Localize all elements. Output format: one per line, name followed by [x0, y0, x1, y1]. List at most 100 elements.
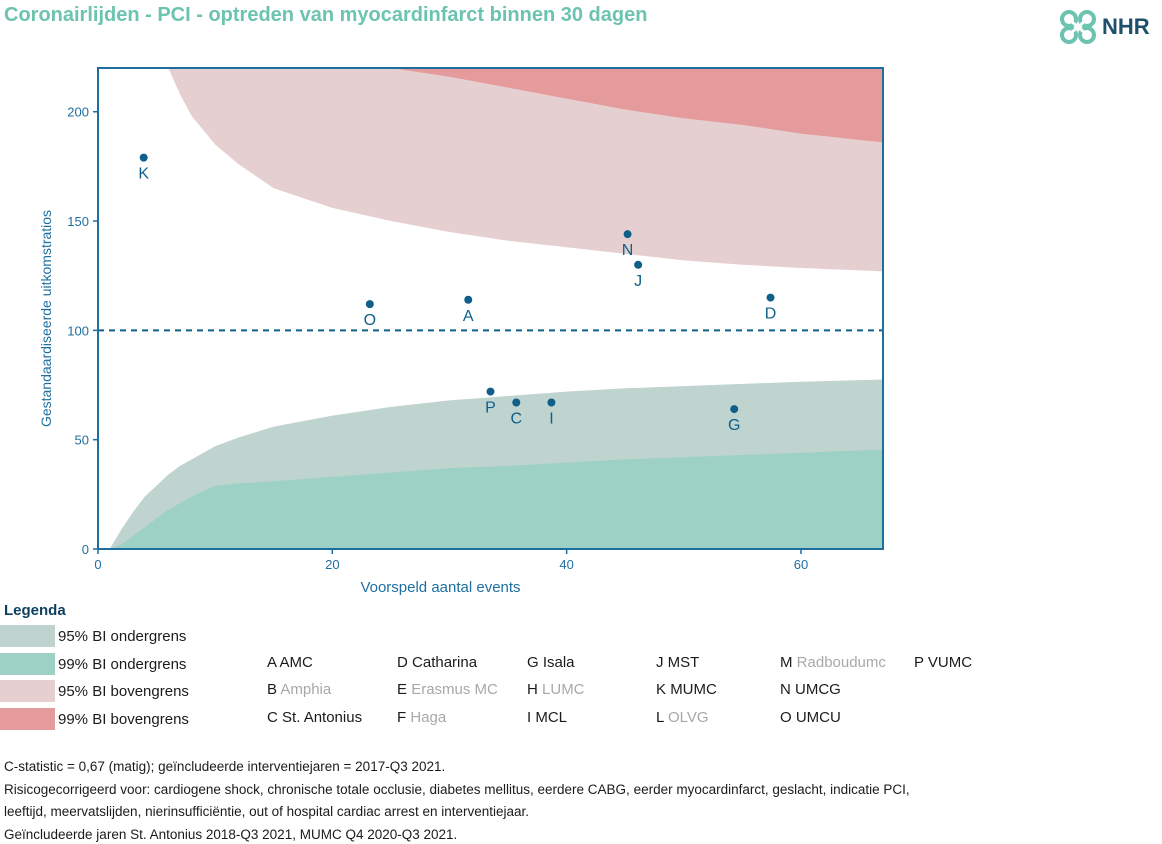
- point-g: [730, 405, 739, 414]
- hospital-code: O: [780, 709, 792, 726]
- footnote-cstatistic: C-statistic = 0,67 (matig); geïncludeerd…: [4, 759, 446, 774]
- y-tick-label: 50: [75, 433, 89, 448]
- hospital-code: D: [397, 654, 408, 671]
- hospital-key-n: N UMCG: [780, 681, 841, 698]
- point-d: [766, 293, 775, 302]
- plot-frame: [97, 67, 884, 550]
- point-c: [512, 398, 521, 407]
- hospital-name: Isala: [542, 654, 575, 671]
- hospital-name: MCL: [535, 709, 568, 726]
- legend-label: 95% BI ondergrens: [58, 627, 187, 645]
- hospital-key-b: B Amphia: [267, 681, 331, 698]
- footnote-risk-2: leeftijd, meervatslijden, nierinsufficië…: [4, 804, 530, 819]
- hospital-key-j: J MST: [656, 654, 699, 671]
- hospital-key-h: H LUMC: [527, 681, 585, 698]
- hospital-code: J: [656, 654, 664, 671]
- band-lower-99: [109, 449, 883, 549]
- hospital-key-e: E Erasmus MC: [397, 681, 498, 698]
- hospital-name: St. Antonius: [282, 709, 363, 726]
- y-tick-label: 100: [67, 323, 89, 338]
- hospital-code: B: [267, 681, 278, 698]
- hospital-code: P: [914, 654, 924, 671]
- point-label-a: A: [463, 308, 474, 325]
- point-label-i: I: [549, 411, 553, 428]
- hospital-key-m: M Radboudumc: [780, 654, 886, 671]
- y-tick-label: 0: [82, 542, 89, 557]
- legend-item-lower99: 99% BI ondergrens: [0, 652, 186, 676]
- hospital-name: Catharina: [412, 654, 478, 671]
- point-label-c: C: [510, 411, 522, 428]
- legend-title: Legenda: [4, 602, 66, 619]
- hospital-code: A: [267, 654, 277, 671]
- hospital-key-f: F Haga: [397, 709, 446, 726]
- chart-title: Coronairlijden - PCI - optreden van myoc…: [4, 4, 648, 26]
- legend-item-upper95: 95% BI bovengrens: [0, 679, 189, 703]
- hospital-key-g: G Isala: [527, 654, 575, 671]
- point-label-d: D: [765, 306, 777, 323]
- hospital-code: I: [527, 709, 532, 726]
- hospital-name: Erasmus MC: [411, 681, 498, 698]
- point-label-p: P: [485, 400, 496, 417]
- hospital-code: K: [656, 681, 667, 698]
- legend-swatch: [0, 680, 55, 702]
- hospital-name: OLVG: [667, 709, 709, 726]
- point-p: [486, 387, 495, 396]
- hospital-name: AMC: [279, 654, 313, 671]
- point-k: [139, 153, 148, 162]
- hospital-key-k: K MUMC: [656, 681, 717, 698]
- point-n: [623, 230, 632, 239]
- band-upper-99: [390, 68, 883, 143]
- y-tick-label: 200: [67, 105, 89, 120]
- legend-swatch: [0, 708, 55, 730]
- legend-label: 99% BI ondergrens: [58, 655, 187, 673]
- legend-item-lower95: 95% BI ondergrens: [0, 624, 186, 648]
- x-axis-label: Voorspeld aantal events: [360, 579, 520, 596]
- nhr-logo: [1060, 10, 1096, 44]
- hospital-name: UMCG: [795, 681, 841, 698]
- hospital-name: MUMC: [670, 681, 717, 698]
- hospital-code: H: [527, 681, 538, 698]
- point-i: [547, 398, 556, 407]
- logo-text: NHR: [1102, 14, 1150, 39]
- hospital-key-a: A AMC: [267, 654, 313, 671]
- point-label-j: J: [634, 273, 642, 290]
- hospital-name: Amphia: [280, 681, 332, 698]
- point-label-o: O: [364, 312, 376, 329]
- hospital-key-l: L OLVG: [656, 709, 709, 726]
- point-label-g: G: [728, 417, 740, 434]
- hospital-name: LUMC: [542, 681, 585, 698]
- hospital-key-d: D Catharina: [397, 654, 477, 671]
- x-tick-label: 40: [559, 557, 573, 572]
- hospital-key-i: I MCL: [527, 709, 567, 726]
- y-axis-label: Gestandaardiseerde uitkomstratios: [38, 210, 54, 427]
- hospital-name: Haga: [410, 709, 447, 726]
- point-label-n: N: [622, 242, 634, 259]
- hospital-name: UMCU: [795, 709, 841, 726]
- point-a: [464, 295, 473, 304]
- point-label-k: K: [138, 166, 149, 183]
- hospital-code: L: [656, 709, 664, 726]
- legend-swatch: [0, 653, 55, 675]
- hospital-name: Radboudumc: [796, 654, 886, 671]
- hospital-code: G: [527, 654, 539, 671]
- hospital-code: F: [397, 709, 407, 726]
- hospital-code: N: [780, 681, 791, 698]
- x-tick-label: 60: [794, 557, 808, 572]
- hospital-key-c: C St. Antonius: [267, 709, 362, 726]
- x-tick-label: 20: [325, 557, 339, 572]
- hospital-code: E: [397, 681, 408, 698]
- hospital-key-p: P VUMC: [914, 654, 972, 671]
- footnote-risk-1: Risicogecorrigeerd voor: cardiogene shoc…: [4, 782, 910, 797]
- hospital-name: MST: [667, 654, 700, 671]
- hospital-code: C: [267, 709, 278, 726]
- legend-swatch: [0, 625, 55, 647]
- legend-item-upper99: 99% BI bovengrens: [0, 707, 189, 731]
- point-o: [365, 300, 374, 309]
- y-tick-label: 150: [67, 214, 89, 229]
- hospital-code: M: [780, 654, 793, 671]
- chart: 0 50 100 150 200 0 20 40 60 Voorspeld aantal even…: [38, 67, 884, 596]
- x-tick-label: 0: [94, 557, 101, 572]
- legend-label: 99% BI bovengrens: [58, 710, 189, 728]
- hospital-name: VUMC: [927, 654, 973, 671]
- footnote-years: Geïncludeerde jaren St. Antonius 2018-Q3…: [4, 827, 458, 842]
